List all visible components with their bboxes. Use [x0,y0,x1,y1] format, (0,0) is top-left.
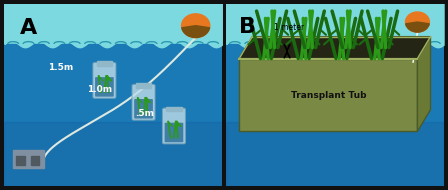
Wedge shape [406,22,429,32]
Polygon shape [418,37,431,131]
Text: 1.5m: 1.5m [48,63,73,72]
Circle shape [181,14,210,38]
Bar [4,4,222,44]
Bar [17,157,25,165]
Bar [97,61,112,66]
Bar [226,4,444,44]
Bar [4,122,222,186]
Wedge shape [182,26,210,38]
FancyBboxPatch shape [132,84,155,120]
Bar [30,157,39,165]
FancyBboxPatch shape [93,63,116,98]
Bar [13,150,43,168]
Text: A: A [20,18,37,38]
Circle shape [405,12,429,32]
Text: 1 meter: 1 meter [274,23,304,32]
Bar [226,122,444,186]
Text: Transplant Tub: Transplant Tub [291,90,366,100]
Bar [4,44,222,186]
Text: 1.0m: 1.0m [87,85,112,94]
Text: B: B [239,17,256,36]
FancyBboxPatch shape [134,99,153,119]
FancyBboxPatch shape [95,77,114,97]
Bar [166,107,182,111]
FancyBboxPatch shape [163,108,185,144]
Text: .5m: .5m [135,109,154,118]
Polygon shape [239,37,431,59]
Bar [136,83,151,88]
FancyBboxPatch shape [164,123,183,142]
Bar [226,44,444,186]
Polygon shape [239,59,418,131]
